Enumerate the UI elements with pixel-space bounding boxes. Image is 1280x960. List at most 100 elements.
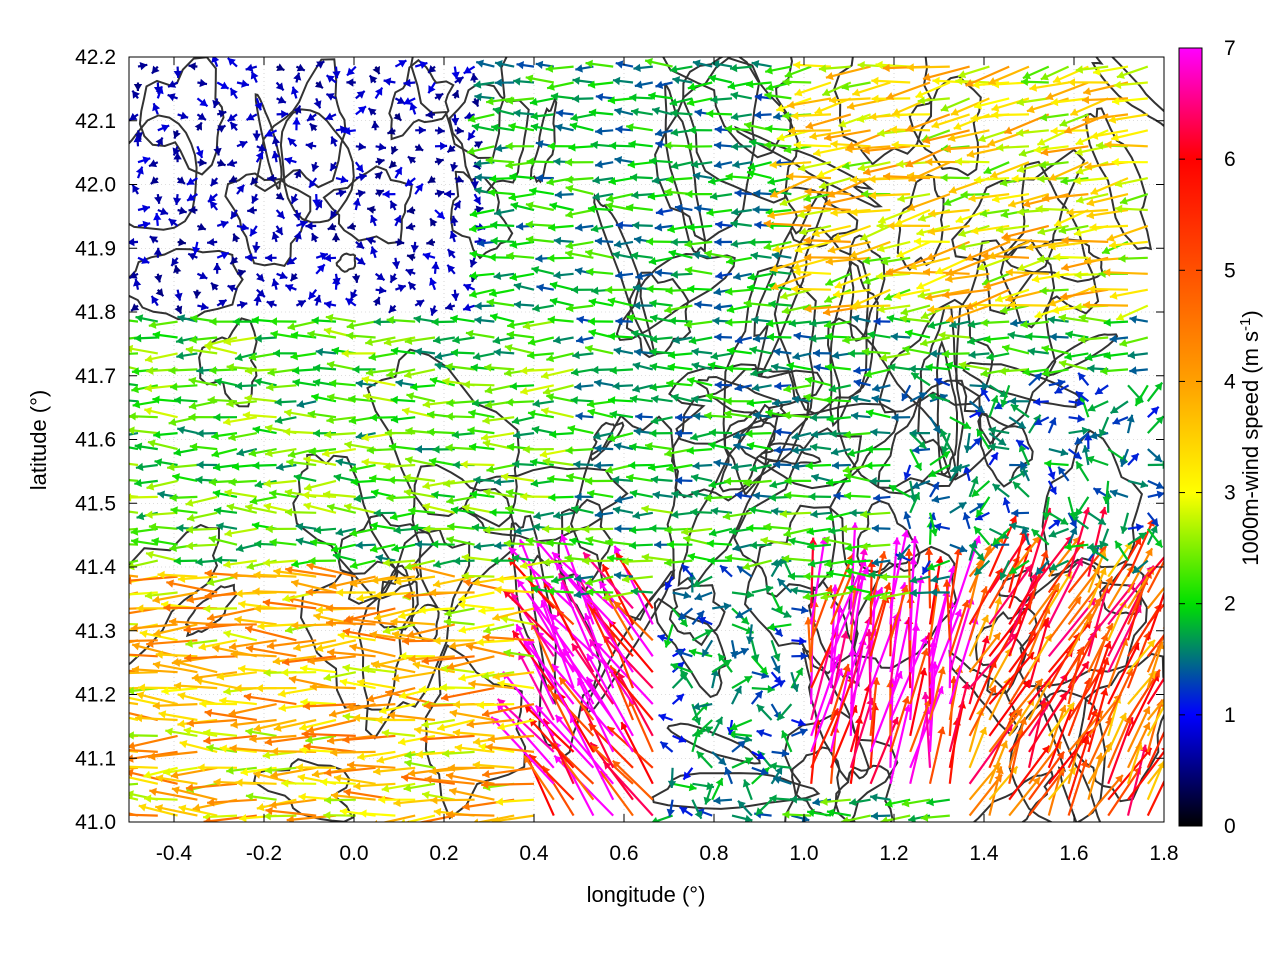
wind-arrow — [1146, 586, 1164, 610]
x-tick-label: 0.2 — [429, 842, 458, 865]
y-tick-label: 41.8 — [75, 301, 116, 324]
terrain-contour — [972, 770, 1054, 822]
wind-arrow — [185, 525, 218, 534]
wind-arrow — [692, 702, 713, 711]
wind-arrow — [143, 794, 178, 803]
wind-arrow — [547, 587, 574, 596]
wind-arrow — [356, 678, 396, 690]
terrain-contour — [1091, 57, 1164, 128]
wind-arrow — [129, 559, 159, 571]
y-tick-label: 42.0 — [75, 174, 116, 197]
wind-arrow — [323, 671, 357, 682]
wind-arrow — [889, 695, 910, 753]
wind-arrow — [724, 554, 752, 563]
wind-arrow — [337, 631, 376, 642]
wind-arrow — [155, 774, 198, 785]
wind-arrow — [791, 636, 807, 646]
wind-arrow — [871, 558, 891, 567]
wind-arrow — [378, 795, 416, 804]
wind-arrow — [389, 511, 416, 521]
wind-arrow — [968, 684, 997, 737]
wind-arrow — [710, 668, 719, 689]
wind-arrow — [666, 540, 693, 549]
wind-arrow — [144, 591, 178, 600]
wind-arrow — [926, 797, 950, 807]
wind-arrow — [216, 671, 257, 681]
wind-arrow — [381, 729, 416, 738]
wind-arrow — [421, 790, 455, 801]
terrain-contour — [834, 764, 894, 822]
colorbar-label-sup: -1 — [1237, 318, 1254, 331]
terrain-contour — [682, 57, 799, 204]
wind-arrow — [807, 559, 832, 568]
wind-arrow — [129, 776, 159, 785]
x-tick-label: 0.0 — [339, 842, 368, 865]
wind-arrow — [1099, 528, 1110, 549]
wind-arrow — [1048, 511, 1069, 526]
terrain-contour — [129, 114, 198, 231]
wind-arrow — [968, 726, 988, 769]
wind-arrow — [789, 795, 812, 804]
colorbar-tick-label: 3 — [1224, 482, 1236, 505]
wind-arrow — [183, 726, 218, 737]
wind-arrow — [574, 574, 594, 583]
wind-arrow — [991, 528, 1010, 547]
wind-arrow — [719, 564, 733, 578]
wind-arrow — [421, 718, 455, 729]
wind-arrow — [1067, 526, 1078, 546]
wind-arrow — [825, 511, 852, 522]
wind-arrow — [497, 718, 535, 731]
wind-arrow — [948, 681, 970, 753]
y-tick-label: 41.7 — [75, 365, 116, 388]
x-tick-label: 1.8 — [1149, 842, 1178, 865]
wind-arrow — [491, 814, 535, 822]
wind-arrow — [424, 775, 475, 785]
wind-arrow — [791, 605, 809, 615]
wind-arrow — [1146, 761, 1164, 785]
wind-arrow — [810, 509, 832, 519]
wind-arrow — [147, 750, 198, 761]
wind-arrow — [880, 572, 911, 582]
wind-arrow — [1146, 676, 1164, 705]
wind-arrow — [553, 511, 574, 520]
wind-arrow — [707, 556, 733, 565]
wind-arrow — [667, 767, 677, 789]
wind-arrow — [695, 750, 714, 769]
wind-arrow — [750, 640, 760, 663]
wind-arrow — [458, 623, 495, 634]
wind-arrow — [769, 762, 792, 771]
wind-arrow — [1087, 567, 1107, 609]
wind-arrow — [672, 591, 692, 600]
wind-arrow — [335, 527, 357, 537]
colorbar-label: 1000m-wind speed (m s-1) — [1237, 310, 1263, 565]
wind-arrow — [219, 744, 257, 753]
wind-arrow — [1028, 750, 1065, 801]
wind-arrow — [129, 813, 158, 817]
wind-arrow — [357, 750, 396, 761]
wind-arrow — [342, 627, 396, 642]
wind-arrow — [245, 644, 297, 658]
wind-arrow — [929, 588, 950, 597]
colorbar-tick-label: 7 — [1224, 37, 1236, 60]
wind-arrow — [129, 687, 139, 690]
wind-arrow — [826, 808, 851, 817]
wind-arrow — [690, 507, 713, 517]
wind-arrow — [136, 691, 178, 706]
wind-arrow — [763, 522, 792, 532]
wind-arrow — [355, 541, 376, 550]
terrain-contour — [935, 339, 958, 475]
wind-arrow — [889, 704, 912, 785]
wind-arrow — [849, 508, 871, 518]
wind-arrow — [418, 605, 455, 615]
wind-arrow — [849, 586, 884, 673]
wind-arrow — [215, 555, 238, 565]
wind-arrow — [735, 607, 753, 619]
wind-arrow — [496, 575, 535, 584]
wind-arrow — [228, 703, 277, 718]
wind-arrow — [230, 650, 277, 659]
wind-arrow — [728, 730, 752, 739]
wind-arrow — [869, 677, 881, 737]
wind-arrow — [393, 798, 436, 808]
wind-arrow — [483, 525, 515, 535]
wind-arrow — [711, 751, 727, 766]
